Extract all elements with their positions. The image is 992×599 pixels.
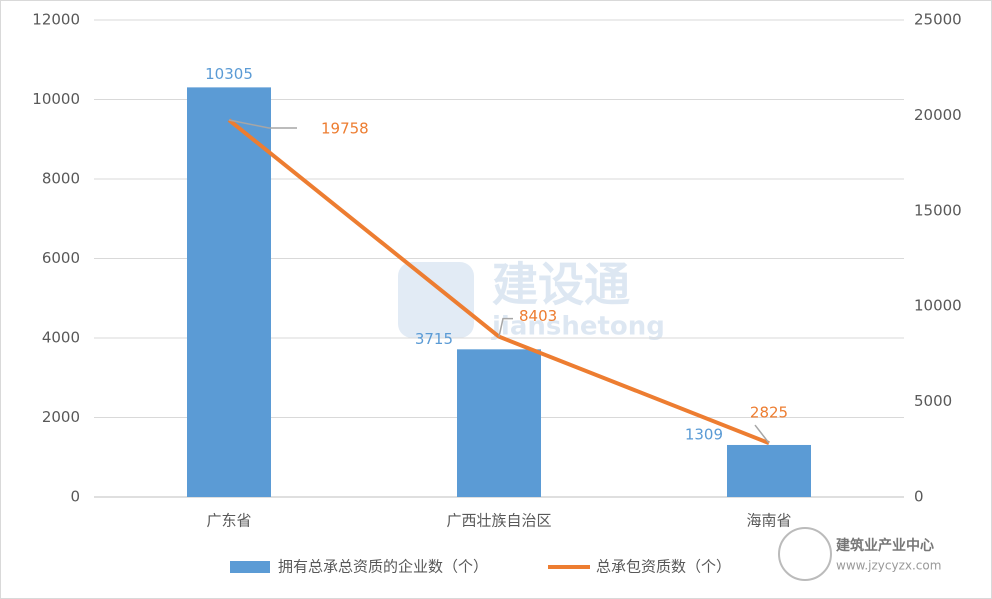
y-tick-label: 10000 <box>32 90 80 108</box>
x-tick-label: 广东省 <box>206 512 251 530</box>
legend-label: 拥有总承总资质的企业数（个） <box>278 558 488 576</box>
x-tick-label: 海南省 <box>746 512 791 530</box>
watermark-logo <box>398 262 474 338</box>
y2-tick-label: 15000 <box>914 201 962 219</box>
watermark-text: 建设通 <box>492 258 630 312</box>
data-label: 1309 <box>685 425 723 443</box>
y-tick-label: 2000 <box>42 408 80 426</box>
watermark-seal <box>778 527 832 581</box>
legend-label: 总承包资质数（个） <box>596 558 731 576</box>
bar <box>727 444 811 497</box>
data-label: 3715 <box>415 330 453 348</box>
legend-swatch <box>230 561 270 573</box>
data-label: 10305 <box>205 65 253 83</box>
data-label: 2825 <box>750 404 788 422</box>
y-tick-label: 0 <box>70 488 80 506</box>
y2-tick-label: 5000 <box>914 392 952 410</box>
watermark-text: jianshetong <box>491 312 665 342</box>
bar <box>187 87 271 497</box>
y-tick-label: 8000 <box>42 170 80 188</box>
watermark-text: 建筑业产业中心 <box>836 537 934 554</box>
watermark-text: www.jzycyzx.com <box>836 559 941 573</box>
y-tick-label: 4000 <box>42 329 80 347</box>
leader-line <box>754 424 770 444</box>
data-label: 19758 <box>321 120 369 138</box>
leader-line <box>498 317 513 337</box>
y2-tick-label: 10000 <box>914 297 962 315</box>
y-tick-label: 6000 <box>42 249 80 267</box>
leader-line <box>228 119 297 129</box>
data-label: 8403 <box>519 307 557 325</box>
y-tick-label: 12000 <box>32 11 80 29</box>
bar <box>457 349 541 497</box>
y2-tick-label: 25000 <box>914 11 962 29</box>
y2-tick-label: 0 <box>914 488 924 506</box>
x-tick-label: 广西壮族自治区 <box>446 512 551 530</box>
watermark: 建设通 jianshetong <box>398 258 665 342</box>
y2-tick-label: 20000 <box>914 106 962 124</box>
